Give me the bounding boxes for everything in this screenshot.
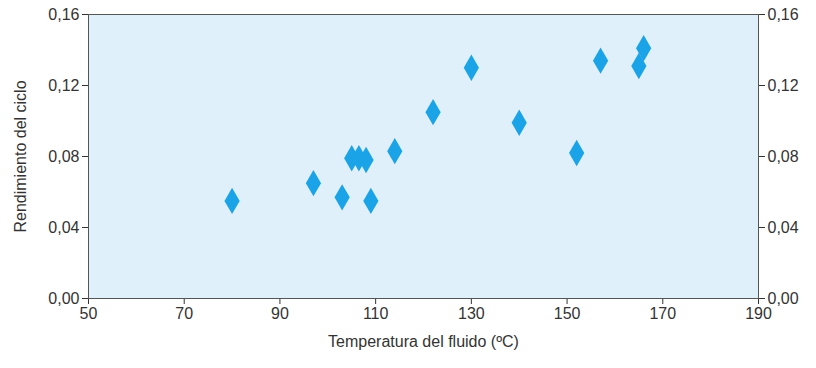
svg-text:130: 130	[458, 305, 485, 322]
svg-text:0,04: 0,04	[48, 219, 79, 236]
svg-text:Temperatura del fluido (ºC): Temperatura del fluido (ºC)	[328, 333, 519, 350]
svg-text:0,04: 0,04	[768, 219, 799, 236]
svg-text:90: 90	[271, 305, 289, 322]
svg-text:0,08: 0,08	[768, 148, 799, 165]
svg-text:0,00: 0,00	[48, 290, 79, 307]
svg-text:0,12: 0,12	[768, 77, 799, 94]
svg-text:0,16: 0,16	[768, 6, 799, 23]
svg-text:150: 150	[554, 305, 581, 322]
svg-text:50: 50	[80, 305, 98, 322]
svg-text:0,00: 0,00	[768, 290, 799, 307]
svg-text:0,08: 0,08	[48, 148, 79, 165]
svg-text:0,12: 0,12	[48, 77, 79, 94]
svg-text:110: 110	[363, 305, 389, 322]
svg-text:Rendimiento del ciclo: Rendimiento del ciclo	[12, 80, 29, 232]
svg-text:190: 190	[745, 305, 772, 322]
svg-text:0,16: 0,16	[48, 6, 79, 23]
svg-text:70: 70	[175, 305, 193, 322]
svg-text:170: 170	[649, 305, 676, 322]
